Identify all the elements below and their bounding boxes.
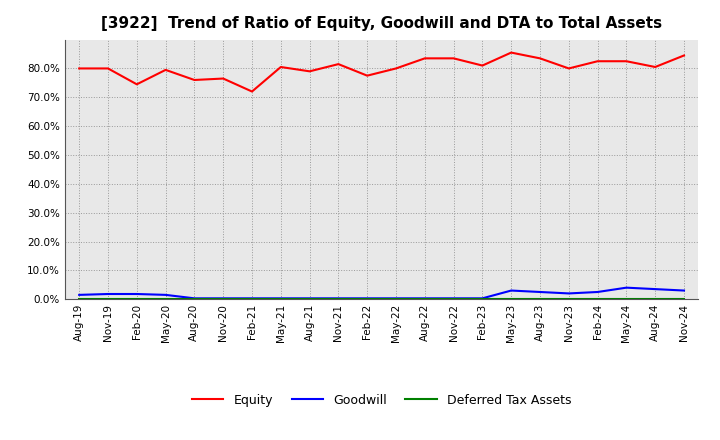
Goodwill [651,286,660,292]
Deferred Tax Assets [190,297,199,302]
Goodwill [478,296,487,301]
Deferred Tax Assets [305,297,314,302]
Goodwill [680,288,688,293]
Goodwill [75,292,84,297]
Legend: Equity, Goodwill, Deferred Tax Assets: Equity, Goodwill, Deferred Tax Assets [187,389,576,411]
Goodwill [392,296,400,301]
Deferred Tax Assets [651,297,660,302]
Goodwill [334,296,343,301]
Equity [622,59,631,64]
Goodwill [219,296,228,301]
Title: [3922]  Trend of Ratio of Equity, Goodwill and DTA to Total Assets: [3922] Trend of Ratio of Equity, Goodwil… [101,16,662,32]
Equity [564,66,573,71]
Goodwill [104,291,112,297]
Deferred Tax Assets [507,297,516,302]
Deferred Tax Assets [392,297,400,302]
Equity [536,56,544,61]
Equity [104,66,112,71]
Equity [248,89,256,94]
Equity [593,59,602,64]
Equity [161,67,170,73]
Deferred Tax Assets [622,297,631,302]
Deferred Tax Assets [593,297,602,302]
Deferred Tax Assets [334,297,343,302]
Deferred Tax Assets [363,297,372,302]
Deferred Tax Assets [219,297,228,302]
Deferred Tax Assets [161,297,170,302]
Goodwill [593,290,602,295]
Deferred Tax Assets [132,297,141,302]
Equity [392,66,400,71]
Equity [276,64,285,70]
Goodwill [190,296,199,301]
Goodwill [161,292,170,297]
Equity [334,62,343,67]
Equity [190,77,199,83]
Deferred Tax Assets [248,297,256,302]
Line: Goodwill: Goodwill [79,288,684,298]
Equity [132,82,141,87]
Deferred Tax Assets [680,297,688,302]
Equity [363,73,372,78]
Deferred Tax Assets [104,297,112,302]
Equity [507,50,516,55]
Equity [449,56,458,61]
Goodwill [449,296,458,301]
Equity [219,76,228,81]
Goodwill [305,296,314,301]
Deferred Tax Assets [449,297,458,302]
Deferred Tax Assets [420,297,429,302]
Line: Equity: Equity [79,52,684,92]
Goodwill [363,296,372,301]
Deferred Tax Assets [478,297,487,302]
Goodwill [564,291,573,296]
Equity [420,56,429,61]
Equity [651,64,660,70]
Equity [680,53,688,58]
Deferred Tax Assets [75,297,84,302]
Goodwill [622,285,631,290]
Goodwill [536,290,544,295]
Equity [305,69,314,74]
Deferred Tax Assets [564,297,573,302]
Goodwill [276,296,285,301]
Goodwill [420,296,429,301]
Deferred Tax Assets [536,297,544,302]
Goodwill [248,296,256,301]
Equity [478,63,487,68]
Goodwill [132,291,141,297]
Equity [75,66,84,71]
Deferred Tax Assets [276,297,285,302]
Goodwill [507,288,516,293]
